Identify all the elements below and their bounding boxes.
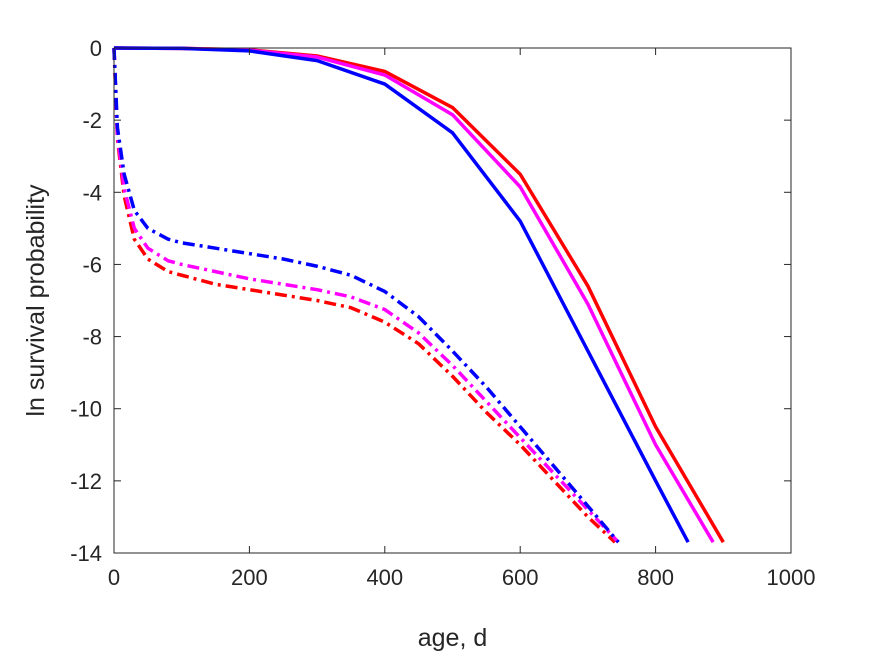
x-tick-label-6: 1000 [767, 565, 816, 590]
x-axis-label: age, d [418, 624, 488, 652]
series-line-5 [112, 47, 620, 544]
y-tick-label-3: -4 [82, 180, 102, 205]
x-tick-label-5: 800 [637, 565, 674, 590]
series-line-4 [112, 47, 617, 544]
y-tick-label-7: -12 [70, 469, 102, 494]
x-tick-label-4: 600 [502, 565, 539, 590]
series-layer [112, 46, 725, 544]
y-tick-label-1: 0 [90, 36, 102, 61]
x-tick-label-1: 0 [108, 565, 120, 590]
y-tick-label-8: -14 [70, 541, 102, 566]
series-line-3 [113, 46, 690, 543]
plot-frame [113, 47, 792, 554]
y-tick-label-2: -2 [82, 108, 102, 133]
x-tick-label-2: 200 [231, 565, 268, 590]
y-tick-label-5: -8 [82, 325, 102, 350]
y-axis-label: ln survival probability [22, 184, 50, 417]
y-tick-label-6: -10 [70, 397, 102, 422]
series-line-6 [112, 47, 620, 544]
x-tick-label-3: 400 [366, 565, 403, 590]
tick-layer: 0 200 400 600 800 1000 0 -2 -4 -6 -8 -10 -12 -14 [70, 36, 815, 590]
y-tick-label-4: -6 [82, 252, 102, 277]
plot-area [114, 48, 791, 553]
